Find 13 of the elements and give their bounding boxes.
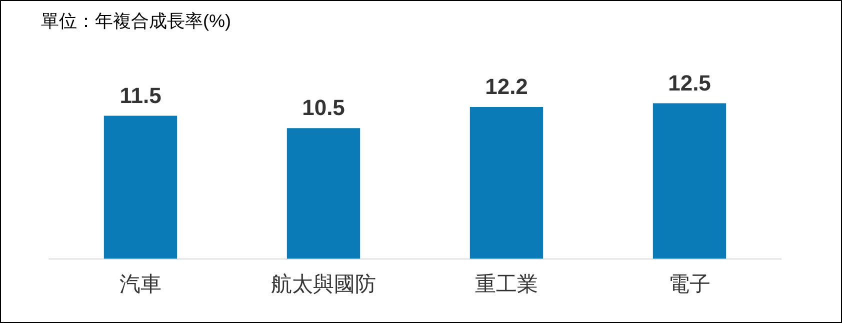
bar xyxy=(470,106,544,259)
bar xyxy=(286,128,360,259)
x-tick-label: 汽車 xyxy=(120,273,162,296)
data-label: 12.2 xyxy=(485,74,528,100)
chart-title: 單位：年複合成長率(%) xyxy=(41,10,231,31)
bar xyxy=(652,103,726,259)
bar xyxy=(104,116,178,259)
data-label: 12.5 xyxy=(668,70,711,96)
x-tick-label: 航太與國防 xyxy=(271,273,376,296)
x-tick-label: 電子 xyxy=(668,273,710,296)
data-label: 10.5 xyxy=(302,95,345,120)
data-label: 11.5 xyxy=(120,82,162,108)
x-tick-label: 重工業 xyxy=(475,273,538,296)
